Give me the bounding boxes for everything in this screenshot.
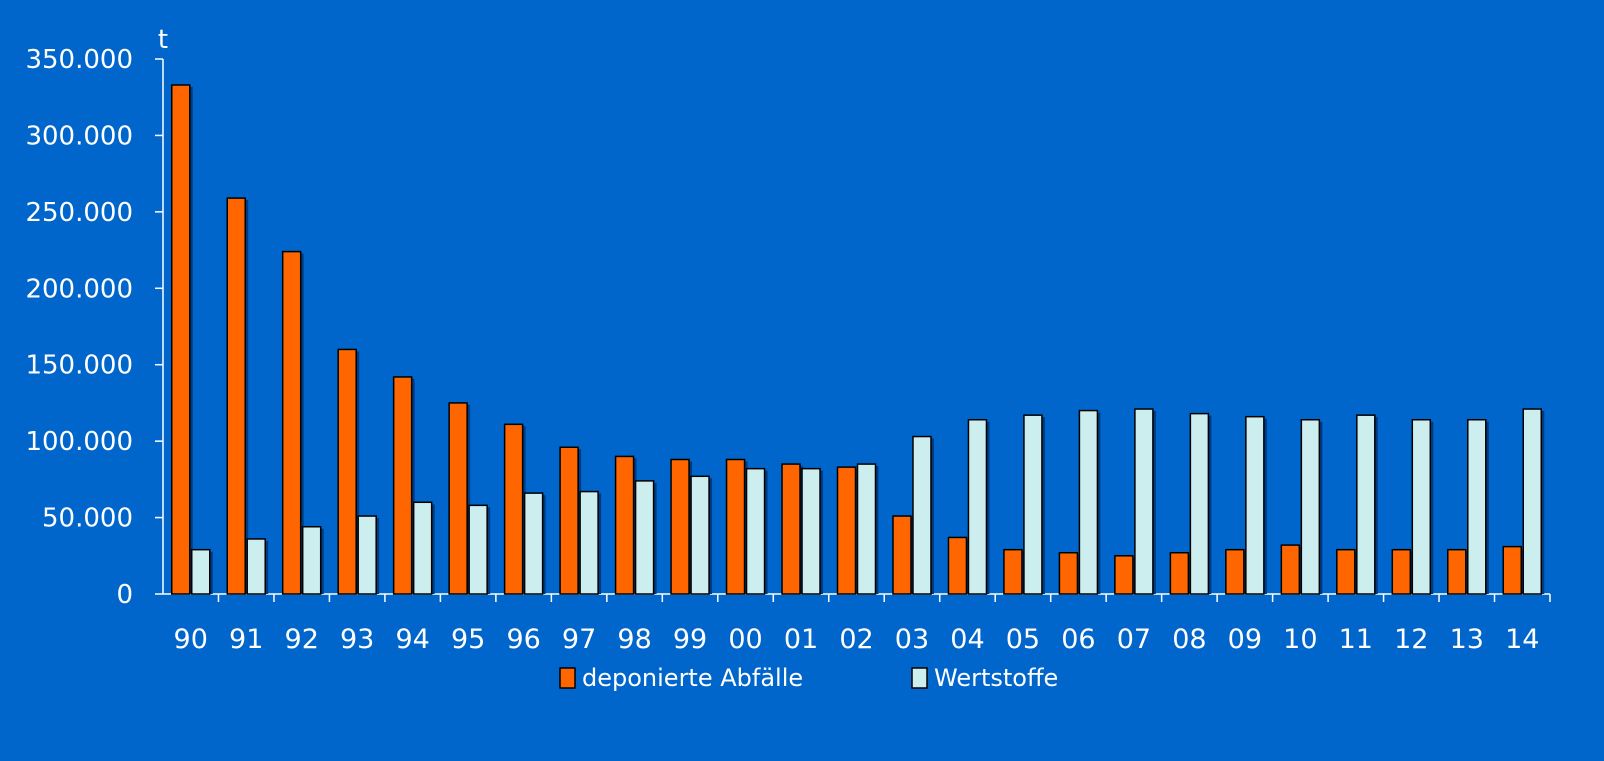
bar-wertstoffe bbox=[801, 467, 821, 595]
bar-wertstoffe bbox=[1411, 418, 1432, 595]
bar-deponierte-abfaelle bbox=[503, 423, 524, 595]
bar-wertstoffe bbox=[246, 538, 266, 595]
x-tick-label: 94 bbox=[395, 624, 429, 655]
bar-wertstoffe bbox=[856, 463, 877, 595]
bar-deponierte-abfaelle bbox=[1114, 555, 1134, 595]
bar-deponierte-abfaelle bbox=[670, 458, 690, 595]
bar-wertstoffe bbox=[523, 492, 544, 595]
y-tick-label: 0 bbox=[116, 580, 133, 610]
bar-wertstoffe bbox=[1300, 418, 1321, 595]
x-tick-label: 03 bbox=[895, 624, 929, 655]
bar-wertstoffe bbox=[967, 418, 988, 595]
x-tick-label: 95 bbox=[451, 624, 485, 655]
bar-wertstoffe bbox=[357, 515, 377, 595]
bar-wertstoffe bbox=[1356, 414, 1376, 595]
bar-deponierte-abfaelle bbox=[1391, 548, 1412, 595]
bar-deponierte-abfaelle bbox=[448, 402, 468, 595]
bar-wertstoffe bbox=[412, 501, 433, 595]
bar-deponierte-abfaelle bbox=[392, 376, 413, 595]
bar-deponierte-abfaelle bbox=[1058, 551, 1079, 595]
bar-wertstoffe bbox=[579, 490, 599, 595]
bar-deponierte-abfaelle bbox=[836, 466, 857, 595]
bar-wertstoffe bbox=[468, 504, 488, 595]
x-tick-label: 09 bbox=[1228, 624, 1262, 655]
y-tick-label: 300.000 bbox=[25, 121, 133, 151]
x-tick-label: 05 bbox=[1006, 624, 1040, 655]
y-tick-label: 200.000 bbox=[25, 274, 133, 304]
bar-deponierte-abfaelle bbox=[892, 515, 912, 595]
bar-wertstoffe bbox=[1467, 418, 1487, 595]
legend: deponierte Abfälle Wertstoffe bbox=[559, 664, 1058, 692]
bar-deponierte-abfaelle bbox=[947, 536, 968, 595]
bar-wertstoffe bbox=[1078, 409, 1099, 595]
x-tick-label: 90 bbox=[174, 624, 208, 655]
x-tick-label: 07 bbox=[1117, 624, 1151, 655]
bar-deponierte-abfaelle bbox=[614, 455, 635, 595]
bar-wertstoffe bbox=[745, 467, 766, 595]
x-tick-label: 91 bbox=[229, 624, 263, 655]
legend-label: deponierte Abfälle bbox=[582, 664, 803, 692]
y-tick-label: 100.000 bbox=[25, 427, 133, 457]
bar-deponierte-abfaelle bbox=[1336, 548, 1356, 595]
bar-wertstoffe bbox=[1023, 414, 1043, 595]
bar-wertstoffe bbox=[1189, 412, 1210, 595]
x-tick-label: 08 bbox=[1172, 624, 1206, 655]
bars-group bbox=[170, 84, 1545, 595]
bar-wertstoffe bbox=[690, 475, 710, 595]
x-tick-label: 97 bbox=[562, 624, 596, 655]
bar-deponierte-abfaelle bbox=[1280, 544, 1301, 595]
x-axis: 90 91 92 93 94 95 96 97 98 99 00 01 02 03 04 05 06 07 08 09… bbox=[163, 593, 1551, 655]
x-tick-label: 93 bbox=[340, 624, 374, 655]
y-tick-label: 50.000 bbox=[42, 504, 133, 534]
x-tick-label: 13 bbox=[1450, 624, 1484, 655]
bar-deponierte-abfaelle bbox=[170, 84, 191, 595]
bar-deponierte-abfaelle bbox=[725, 458, 746, 595]
bar-deponierte-abfaelle bbox=[559, 446, 579, 595]
bar-deponierte-abfaelle bbox=[226, 197, 246, 595]
x-tick-label: 99 bbox=[673, 624, 707, 655]
x-tick-label: 11 bbox=[1339, 624, 1373, 655]
bar-deponierte-abfaelle bbox=[337, 348, 357, 595]
x-tick-label: 00 bbox=[728, 624, 762, 655]
bar-deponierte-abfaelle bbox=[1447, 548, 1467, 595]
bar-deponierte-abfaelle bbox=[1502, 545, 1523, 595]
legend-label: Wertstoffe bbox=[934, 664, 1058, 692]
legend-swatch bbox=[559, 667, 576, 689]
x-tick-label: 06 bbox=[1061, 624, 1095, 655]
x-tick-label: 01 bbox=[784, 624, 818, 655]
y-axis: 0 50.000 100.000 150.000 200.000 250.000 300.0… bbox=[25, 45, 164, 610]
y-tick-label: 350.000 bbox=[25, 45, 133, 75]
bar-deponierte-abfaelle bbox=[1225, 548, 1245, 595]
x-tick-label: 96 bbox=[506, 624, 540, 655]
bar-deponierte-abfaelle bbox=[781, 463, 801, 595]
x-tick-label: 04 bbox=[950, 624, 984, 655]
bar-wertstoffe bbox=[1245, 415, 1265, 595]
x-tick-label: 14 bbox=[1505, 624, 1539, 655]
bar-wertstoffe bbox=[1522, 408, 1543, 595]
y-tick-label: 250.000 bbox=[25, 198, 133, 228]
x-tick-label: 10 bbox=[1283, 624, 1317, 655]
bar-wertstoffe bbox=[301, 525, 322, 595]
bar-wertstoffe bbox=[1134, 408, 1154, 595]
y-unit-label: t bbox=[158, 25, 168, 55]
bar-deponierte-abfaelle bbox=[1003, 548, 1023, 595]
x-tick-label: 98 bbox=[617, 624, 651, 655]
bar-deponierte-abfaelle bbox=[281, 250, 302, 595]
x-tick-label: 12 bbox=[1394, 624, 1428, 655]
y-tick-label: 150.000 bbox=[25, 351, 133, 381]
bar-wertstoffe bbox=[634, 480, 655, 595]
x-tick-label: 92 bbox=[285, 624, 319, 655]
x-tick-label: 02 bbox=[839, 624, 873, 655]
bar-deponierte-abfaelle bbox=[1169, 551, 1190, 595]
legend-swatch bbox=[911, 667, 928, 689]
bar-wertstoffe bbox=[190, 548, 211, 595]
bar-wertstoffe bbox=[912, 435, 932, 595]
